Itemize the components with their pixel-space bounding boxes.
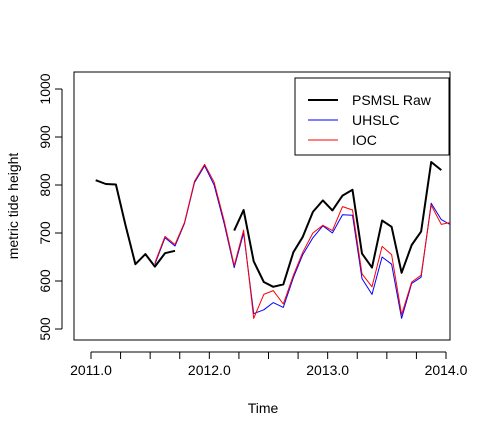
y-tick-label: 1000	[37, 73, 53, 104]
x-tick-label: 2014.0	[425, 362, 468, 378]
y-axis: 500 600 700 800 900 1000	[37, 73, 63, 341]
y-tick-label: 500	[37, 317, 53, 341]
y-tick-label: 600	[37, 269, 53, 293]
x-axis-title: Time	[248, 400, 279, 416]
series-line-psmsl-raw	[95, 161, 442, 288]
series-layer	[95, 161, 450, 319]
y-tick-label: 700	[37, 221, 53, 245]
legend-label-ioc: IOC	[352, 132, 377, 148]
y-tick-label: 900	[37, 125, 53, 149]
series-line-uhslc	[154, 165, 450, 319]
legend-label-psmsl-raw: PSMSL Raw	[352, 92, 432, 108]
x-tick-label: 2013.0	[306, 362, 349, 378]
x-axis: 2011.0 2012.0 2013.0 2014.0	[70, 351, 468, 378]
legend: PSMSL Raw UHSLC IOC	[294, 77, 450, 156]
series-line-ioc	[154, 163, 450, 319]
plot-box	[73, 71, 451, 341]
y-axis-title: metric tide height	[5, 153, 21, 260]
legend-label-uhslc: UHSLC	[352, 112, 399, 128]
x-tick-label: 2011.0	[70, 362, 112, 378]
x-tick-label: 2012.0	[188, 362, 231, 378]
y-tick-label: 800	[37, 173, 53, 197]
legend-box	[294, 77, 450, 156]
